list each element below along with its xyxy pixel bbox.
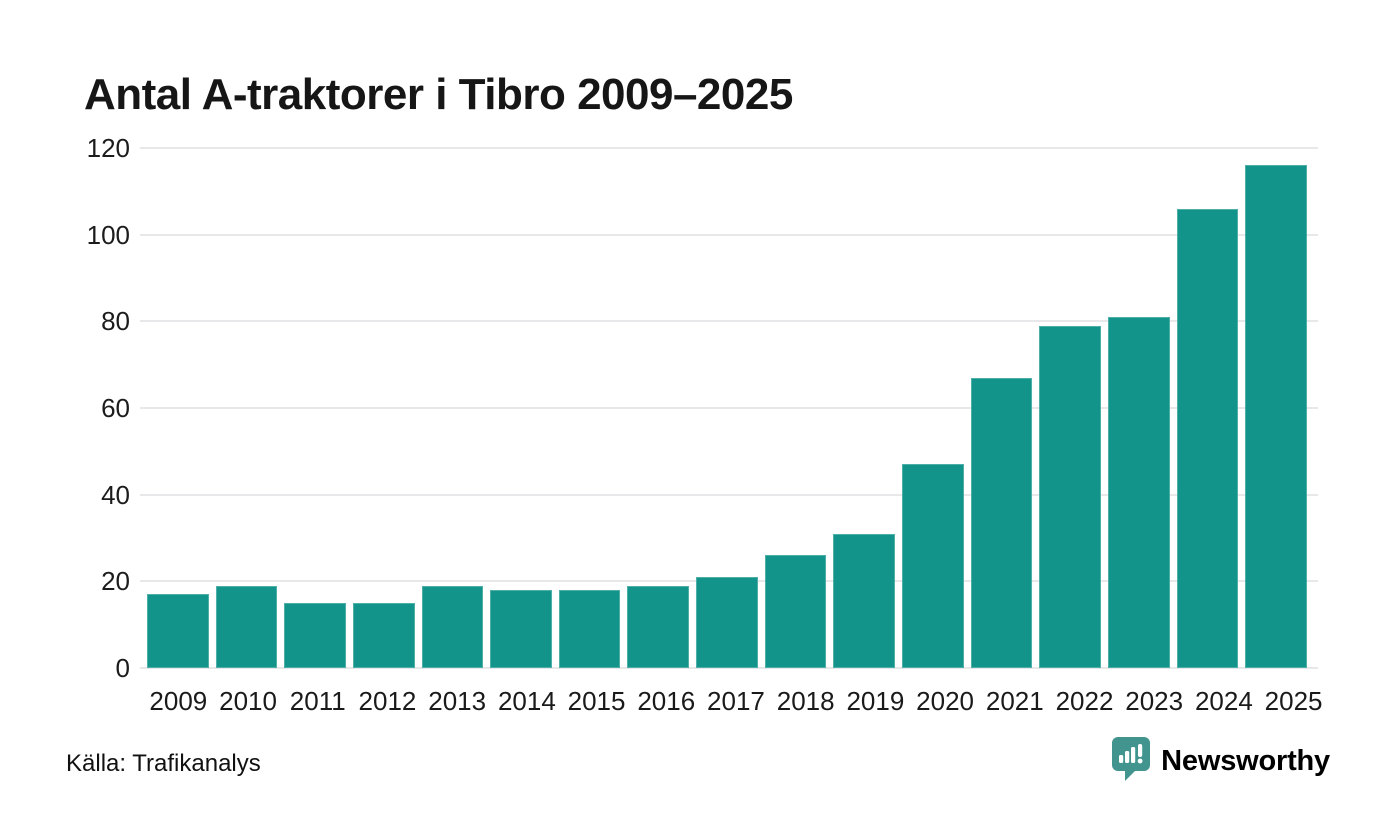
x-axis-label-2025: 2025 bbox=[1264, 686, 1323, 716]
x-axis-label-2009: 2009 bbox=[149, 686, 208, 716]
bar-2013 bbox=[421, 585, 484, 668]
y-axis-tick-60: 60 bbox=[101, 393, 130, 423]
bar-2016 bbox=[627, 585, 690, 668]
bar-2014 bbox=[490, 590, 552, 668]
bar-2009 bbox=[147, 594, 209, 668]
y-axis-tick-20: 20 bbox=[101, 566, 130, 597]
y-axis: 0 20 40 60 80 100 120 bbox=[40, 135, 130, 681]
x-axis-label-2014: 2014 bbox=[497, 686, 556, 716]
bar-2015 bbox=[558, 590, 621, 668]
bar-2024 bbox=[1176, 208, 1239, 668]
x-axis-label-2016: 2016 bbox=[637, 686, 696, 716]
gridline-60 bbox=[140, 407, 1318, 409]
x-axis-label-2011: 2011 bbox=[289, 686, 346, 716]
bar-2017 bbox=[696, 577, 758, 668]
y-axis-tick-40: 40 bbox=[101, 479, 130, 510]
x-axis-label-2015: 2015 bbox=[567, 686, 626, 716]
bar-2011 bbox=[284, 603, 346, 668]
newsworthy-speech-bubble-bar-chart-icon bbox=[1111, 736, 1151, 787]
gridline-80 bbox=[140, 320, 1318, 323]
plot-area bbox=[140, 147, 1318, 669]
bar-series bbox=[140, 148, 1318, 668]
gridline-0 bbox=[140, 667, 1318, 669]
newsworthy-logo: Newsworthy bbox=[1111, 736, 1330, 787]
x-axis-label-2012: 2012 bbox=[358, 686, 417, 716]
y-axis-tick-80: 80 bbox=[101, 306, 130, 337]
gridline-100 bbox=[140, 233, 1318, 236]
bar-2021 bbox=[970, 377, 1033, 668]
gridline-40 bbox=[140, 493, 1318, 496]
y-axis-tick-100: 100 bbox=[86, 219, 130, 250]
x-axis-label-2013: 2013 bbox=[428, 686, 487, 716]
bar-2023 bbox=[1107, 317, 1170, 668]
bar-2010 bbox=[215, 585, 278, 668]
x-axis-label-2010: 2010 bbox=[219, 686, 277, 716]
x-axis-label-2024: 2024 bbox=[1194, 686, 1253, 716]
x-axis-label-2023: 2023 bbox=[1125, 686, 1184, 716]
x-axis-label-2019: 2019 bbox=[846, 686, 905, 716]
source-label: Källa: Trafikanalys bbox=[66, 750, 261, 777]
x-axis-label-2022: 2022 bbox=[1055, 686, 1114, 716]
y-axis-tick-0: 0 bbox=[115, 653, 130, 683]
x-axis-label-2017: 2017 bbox=[707, 686, 765, 716]
chart-title: Antal A-traktorer i Tibro 2009–2025 bbox=[84, 70, 793, 119]
gridline-120 bbox=[140, 147, 1318, 149]
bar-2022 bbox=[1039, 325, 1101, 668]
bar-2025 bbox=[1245, 165, 1307, 668]
bar-2019 bbox=[833, 533, 896, 668]
x-axis-label-2018: 2018 bbox=[776, 686, 835, 716]
x-axis-label-2021: 2021 bbox=[985, 686, 1044, 716]
bar-2018 bbox=[764, 555, 827, 668]
bar-2020 bbox=[902, 464, 964, 668]
x-axis: 2009 2010 2011 2012 2013 2014 2015 2016 2017 2018… bbox=[140, 686, 1336, 717]
bar-2012 bbox=[352, 603, 415, 668]
y-axis-tick-120: 120 bbox=[86, 133, 130, 163]
newsworthy-logo-text: Newsworthy bbox=[1161, 745, 1330, 777]
x-axis-label-2020: 2020 bbox=[916, 686, 974, 716]
